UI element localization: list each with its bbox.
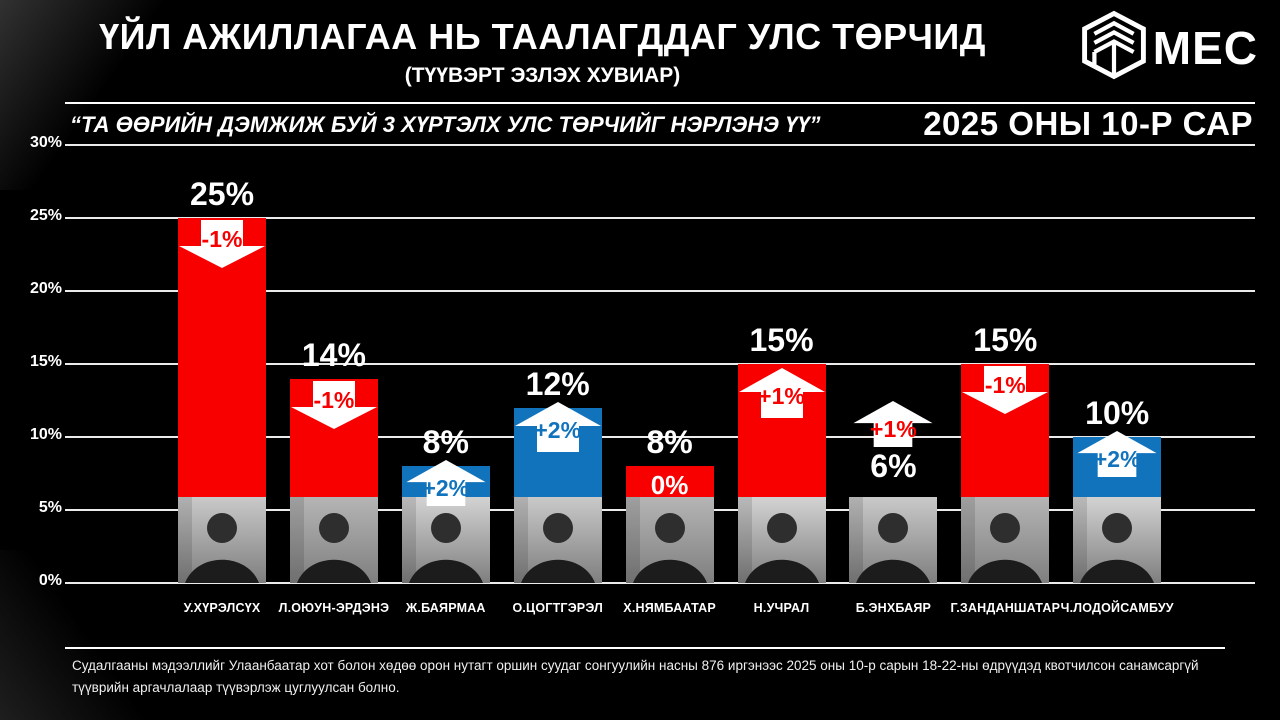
portrait-photo	[289, 497, 378, 583]
trend-arrow-down-icon	[290, 380, 377, 434]
trend-value-label: +1%	[758, 383, 805, 409]
bar-name-label: Б.ЭНХБАЯР	[855, 601, 932, 615]
mec-logo-text: MEC	[1152, 21, 1258, 74]
bar-value-label: 15%	[749, 322, 814, 358]
portrait-photo	[513, 497, 602, 583]
survey-period: 2025 ОНЫ 10-Р САР	[923, 105, 1253, 142]
bar-value-label: 10%	[1085, 395, 1150, 431]
portrait-photo	[849, 497, 938, 583]
bar-value-label: 6%	[870, 448, 917, 485]
trend-value-label: 0%	[650, 470, 689, 501]
bar-value-label: 8%	[646, 424, 693, 461]
trend-arrow-up-icon	[514, 401, 601, 457]
bar-value-label: 15%	[973, 322, 1038, 358]
mec-cube-icon	[1079, 10, 1149, 85]
trend-arrow-down-icon	[962, 366, 1049, 419]
footnote: Судалгааны мэдээллийг Улаанбаатар хот бо…	[72, 658, 1199, 696]
y-axis-tick-label: 15%	[29, 353, 62, 370]
y-axis-tick-label: 20%	[29, 280, 62, 297]
person-silhouette-icon	[961, 497, 1050, 583]
portrait-photo	[401, 497, 490, 583]
footer-divider	[65, 647, 1225, 649]
gridline	[65, 363, 1255, 365]
bar-name-label: Л.ОЮУН-ЭРДЭНЭ	[278, 601, 390, 615]
trend-value-label: +2%	[534, 416, 582, 443]
portrait-photo	[178, 497, 266, 583]
trend-value-label: +1%	[870, 416, 917, 443]
person-silhouette-icon	[401, 497, 490, 583]
person-silhouette-icon	[737, 497, 826, 583]
bar-name-label: Г.ЗАНДАНШАТАР	[950, 601, 1061, 615]
person-silhouette-icon	[289, 497, 378, 583]
trend-arrow-down-icon	[179, 220, 265, 273]
trend-arrow-up-icon	[1077, 431, 1157, 482]
trend-value-label: -1%	[201, 226, 243, 252]
mec-logo: MEC	[1079, 10, 1258, 85]
header-divider	[65, 102, 1255, 104]
bar-value-label: 12%	[525, 365, 590, 402]
person-silhouette-icon	[1073, 497, 1162, 583]
bar-rect	[625, 466, 714, 497]
y-axis-tick-label: 30%	[29, 134, 62, 151]
gridline	[65, 290, 1255, 292]
gridline	[65, 217, 1255, 219]
portrait-photo	[737, 497, 826, 583]
trend-arrow-up-icon	[738, 368, 825, 423]
portrait-photo	[961, 497, 1050, 583]
gridline	[65, 436, 1255, 438]
survey-question: “ТА ӨӨРИЙН ДЭМЖИЖ БУЙ 3 ХҮРТЭЛХ УЛС ТӨРЧ…	[70, 112, 821, 137]
page-subtitle: (ТҮҮВЭРТ ЭЗЛЭХ ХУВИАР)	[404, 64, 681, 87]
portrait-photo	[1073, 497, 1162, 583]
y-axis-tick-label: 25%	[29, 207, 62, 224]
bar-name-label: О.ЦОГТГЭРЭЛ	[512, 601, 603, 615]
page-title: ҮЙЛ АЖИЛЛАГАА НЬ ТААЛАГДДАГ УЛС ТӨРЧИД	[99, 16, 986, 57]
portrait-photo	[625, 497, 714, 583]
person-silhouette-icon	[513, 497, 602, 583]
trend-value-label: +2%	[1093, 446, 1141, 472]
trend-value-label: -1%	[313, 386, 355, 413]
trend-value-label: +2%	[422, 475, 470, 502]
bar-value-label: 25%	[189, 176, 255, 212]
trend-arrow-up-icon	[406, 460, 486, 511]
bar-value-label: 8%	[422, 424, 469, 461]
y-axis-tick-label: 0%	[38, 572, 62, 589]
bar-name-label: У.ХҮРЭЛСҮХ	[183, 601, 261, 615]
bar-value-label: 14%	[301, 336, 366, 373]
trend-value-label: -1%	[984, 372, 1026, 398]
person-silhouette-icon	[849, 497, 938, 583]
y-axis-tick-label: 5%	[38, 499, 62, 516]
trend-arrow-up-icon	[853, 401, 933, 452]
y-axis-tick-label: 10%	[29, 426, 62, 443]
bar-name-label: Х.НЯМБААТАР	[623, 601, 716, 615]
person-silhouette-icon	[625, 497, 714, 583]
gridline	[65, 144, 1255, 146]
person-silhouette-icon	[178, 497, 266, 583]
bar-name-label: Ч.ЛОДОЙСАМБУУ	[1060, 601, 1174, 615]
bar-name-label: Н.УЧРАЛ	[753, 601, 810, 615]
bar-name-label: Ж.БАЯРМАА	[405, 601, 486, 615]
